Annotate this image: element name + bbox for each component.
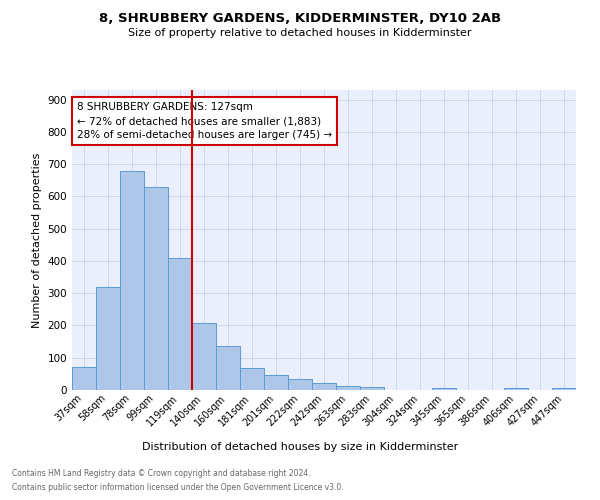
- Bar: [264, 375, 288, 390]
- Text: 8, SHRUBBERY GARDENS, KIDDERMINSTER, DY10 2AB: 8, SHRUBBERY GARDENS, KIDDERMINSTER, DY1…: [99, 12, 501, 26]
- Bar: [216, 346, 240, 390]
- Y-axis label: Number of detached properties: Number of detached properties: [32, 152, 42, 328]
- Bar: [120, 170, 144, 390]
- Text: Size of property relative to detached houses in Kidderminster: Size of property relative to detached ho…: [128, 28, 472, 38]
- Bar: [192, 323, 216, 390]
- Bar: [72, 368, 96, 390]
- Text: Distribution of detached houses by size in Kidderminster: Distribution of detached houses by size …: [142, 442, 458, 452]
- Bar: [336, 386, 360, 390]
- Text: Contains HM Land Registry data © Crown copyright and database right 2024.: Contains HM Land Registry data © Crown c…: [12, 468, 311, 477]
- Bar: [288, 380, 312, 390]
- Bar: [504, 388, 528, 390]
- Bar: [552, 388, 576, 390]
- Bar: [312, 383, 336, 390]
- Bar: [96, 287, 120, 390]
- Bar: [240, 368, 264, 390]
- Text: 8 SHRUBBERY GARDENS: 127sqm
← 72% of detached houses are smaller (1,883)
28% of : 8 SHRUBBERY GARDENS: 127sqm ← 72% of det…: [77, 102, 332, 140]
- Bar: [168, 258, 192, 390]
- Text: Contains public sector information licensed under the Open Government Licence v3: Contains public sector information licen…: [12, 484, 344, 492]
- Bar: [360, 388, 384, 390]
- Bar: [144, 187, 168, 390]
- Bar: [432, 388, 456, 390]
